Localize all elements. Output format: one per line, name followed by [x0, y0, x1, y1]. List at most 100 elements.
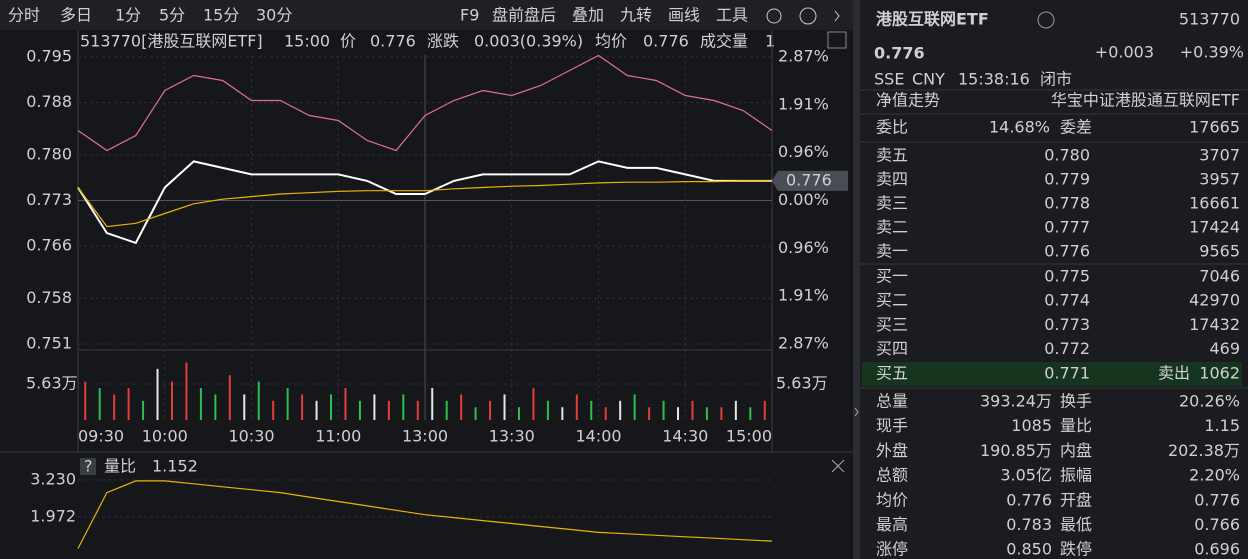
volume-bar [185, 362, 188, 420]
volume-bar [705, 407, 708, 420]
book-volume: 9565 [1199, 242, 1240, 261]
book-label: 买四 [876, 339, 908, 358]
x-tick-label: 11:00 [315, 427, 361, 446]
book-volume: 469 [1209, 339, 1240, 358]
y-tick-label: 0.766 [26, 236, 72, 255]
volume-bar [199, 388, 202, 420]
volume-bar [416, 400, 419, 420]
y-tick-label: 0.788 [26, 92, 72, 111]
y2-tick-label: 2.87% [778, 334, 829, 353]
settings-icon[interactable] [766, 8, 782, 24]
volume-bar [445, 400, 448, 420]
y2-tick-label: 1.91% [778, 95, 829, 114]
volume-bar [113, 394, 116, 420]
info-volume: 1 [765, 32, 775, 51]
tool-button[interactable]: 工具 [716, 6, 748, 25]
volume-bar [315, 400, 318, 420]
volume-bar [84, 381, 87, 420]
book-price: 0.773 [1044, 315, 1090, 334]
y-tick-label: 0.795 [26, 47, 72, 66]
info-change: 0.003(0.39%) [474, 32, 583, 51]
x-tick-label: 13:00 [402, 427, 448, 446]
period-tab[interactable]: 多日 [60, 6, 92, 25]
price-pct: +0.39% [1180, 43, 1244, 62]
order-ratio: 委比 [876, 118, 908, 137]
y2-tick-label: 2.87% [778, 47, 829, 66]
volume-bar [228, 375, 231, 420]
nav-label[interactable]: 净值走势 [876, 91, 940, 110]
book-label: 买三 [876, 315, 908, 334]
volume-bar [763, 400, 766, 420]
volume-bar [734, 400, 737, 420]
y2-tick-label: 0.96% [778, 142, 829, 161]
period-tab[interactable]: 15分 [203, 6, 239, 25]
tool-button[interactable]: 九转 [620, 6, 652, 25]
volume-bar [142, 400, 145, 420]
splitter [853, 0, 860, 559]
volume-bar [272, 400, 275, 420]
x-tick-label: 13:30 [489, 427, 535, 446]
book-price: 0.771 [1044, 363, 1090, 382]
volume-bar [691, 400, 694, 420]
market-time: 15:38:16 [958, 70, 1030, 89]
close-icon[interactable] [831, 459, 845, 473]
volume-bar [402, 394, 405, 420]
next-icon[interactable] [834, 10, 840, 22]
stat-value: 0.696 [1194, 540, 1240, 559]
last-price-label: 0.776 [786, 170, 832, 189]
book-label: 卖二 [876, 218, 908, 237]
volume-bar [257, 381, 260, 420]
period-tab[interactable]: 1分 [115, 6, 141, 25]
info-code: 513770[港股互联网ETF] [80, 32, 263, 51]
y2-tick-label: 0.96% [778, 238, 829, 257]
stat-label: 量比 [1060, 416, 1092, 435]
y2-tick-label: 5.63万 [776, 374, 828, 393]
info-avg-label: 均价 [595, 32, 627, 51]
order-ratio: 17665 [1189, 118, 1240, 137]
book-volume: 3707 [1199, 146, 1240, 165]
volume-bar [489, 400, 492, 420]
info-avg: 0.776 [643, 32, 689, 51]
tool-button[interactable]: 叠加 [572, 6, 604, 25]
x-tick-label: 15:00 [726, 427, 772, 446]
info-price-label: 价 [340, 32, 356, 51]
tool-button[interactable]: 盘前盘后 [492, 6, 556, 25]
tool-button[interactable]: F9 [460, 6, 479, 25]
book-price: 0.774 [1044, 291, 1090, 310]
x-tick-label: 14:30 [662, 427, 708, 446]
volume-bar [575, 394, 578, 420]
info-icon[interactable] [1037, 11, 1055, 29]
y-tick-label: 5.63万 [26, 374, 78, 393]
x-tick-label: 10:30 [228, 427, 274, 446]
stat-label: 最低 [1060, 515, 1092, 534]
volume-bar [517, 407, 520, 420]
stat-label: 现手 [876, 416, 908, 435]
stat-value: 1085 [1011, 416, 1052, 435]
book-price: 0.778 [1044, 194, 1090, 213]
wp-icon[interactable] [827, 31, 847, 49]
book-volume: 42970 [1189, 291, 1240, 310]
period-tab[interactable]: 30分 [256, 6, 292, 25]
volume-bar [387, 400, 390, 420]
book-price: 0.777 [1044, 218, 1090, 237]
book-price: 0.779 [1044, 170, 1090, 189]
help-icon[interactable] [799, 7, 817, 25]
layer: 分时 多日 1分 5分 15分 30分 F9 盘前盘后 叠加 九转 画线 工具 513770[港股互联网… [8, 6, 1248, 559]
stat-label: 跌停 [1060, 540, 1092, 559]
stat-label: 最高 [876, 515, 908, 534]
stat-value: 0.850 [1006, 540, 1052, 559]
help-icon[interactable]: ? [84, 457, 93, 476]
period-tab[interactable]: 5分 [159, 6, 185, 25]
tool-button[interactable]: 画线 [668, 6, 700, 25]
y-tick-label: 0.751 [26, 334, 72, 353]
info-change-label: 涨跌 [427, 32, 459, 51]
period-tab[interactable]: 分时 [8, 6, 40, 25]
book-label: 买五 [876, 363, 908, 382]
book-price: 0.776 [1044, 242, 1090, 261]
stat-label: 总量 [876, 392, 908, 411]
volume-bar [286, 388, 289, 420]
volume-bar [156, 368, 159, 420]
volume-bar [170, 381, 173, 420]
volume-bar [677, 407, 680, 420]
order-ratio: 14.68% [989, 118, 1050, 137]
